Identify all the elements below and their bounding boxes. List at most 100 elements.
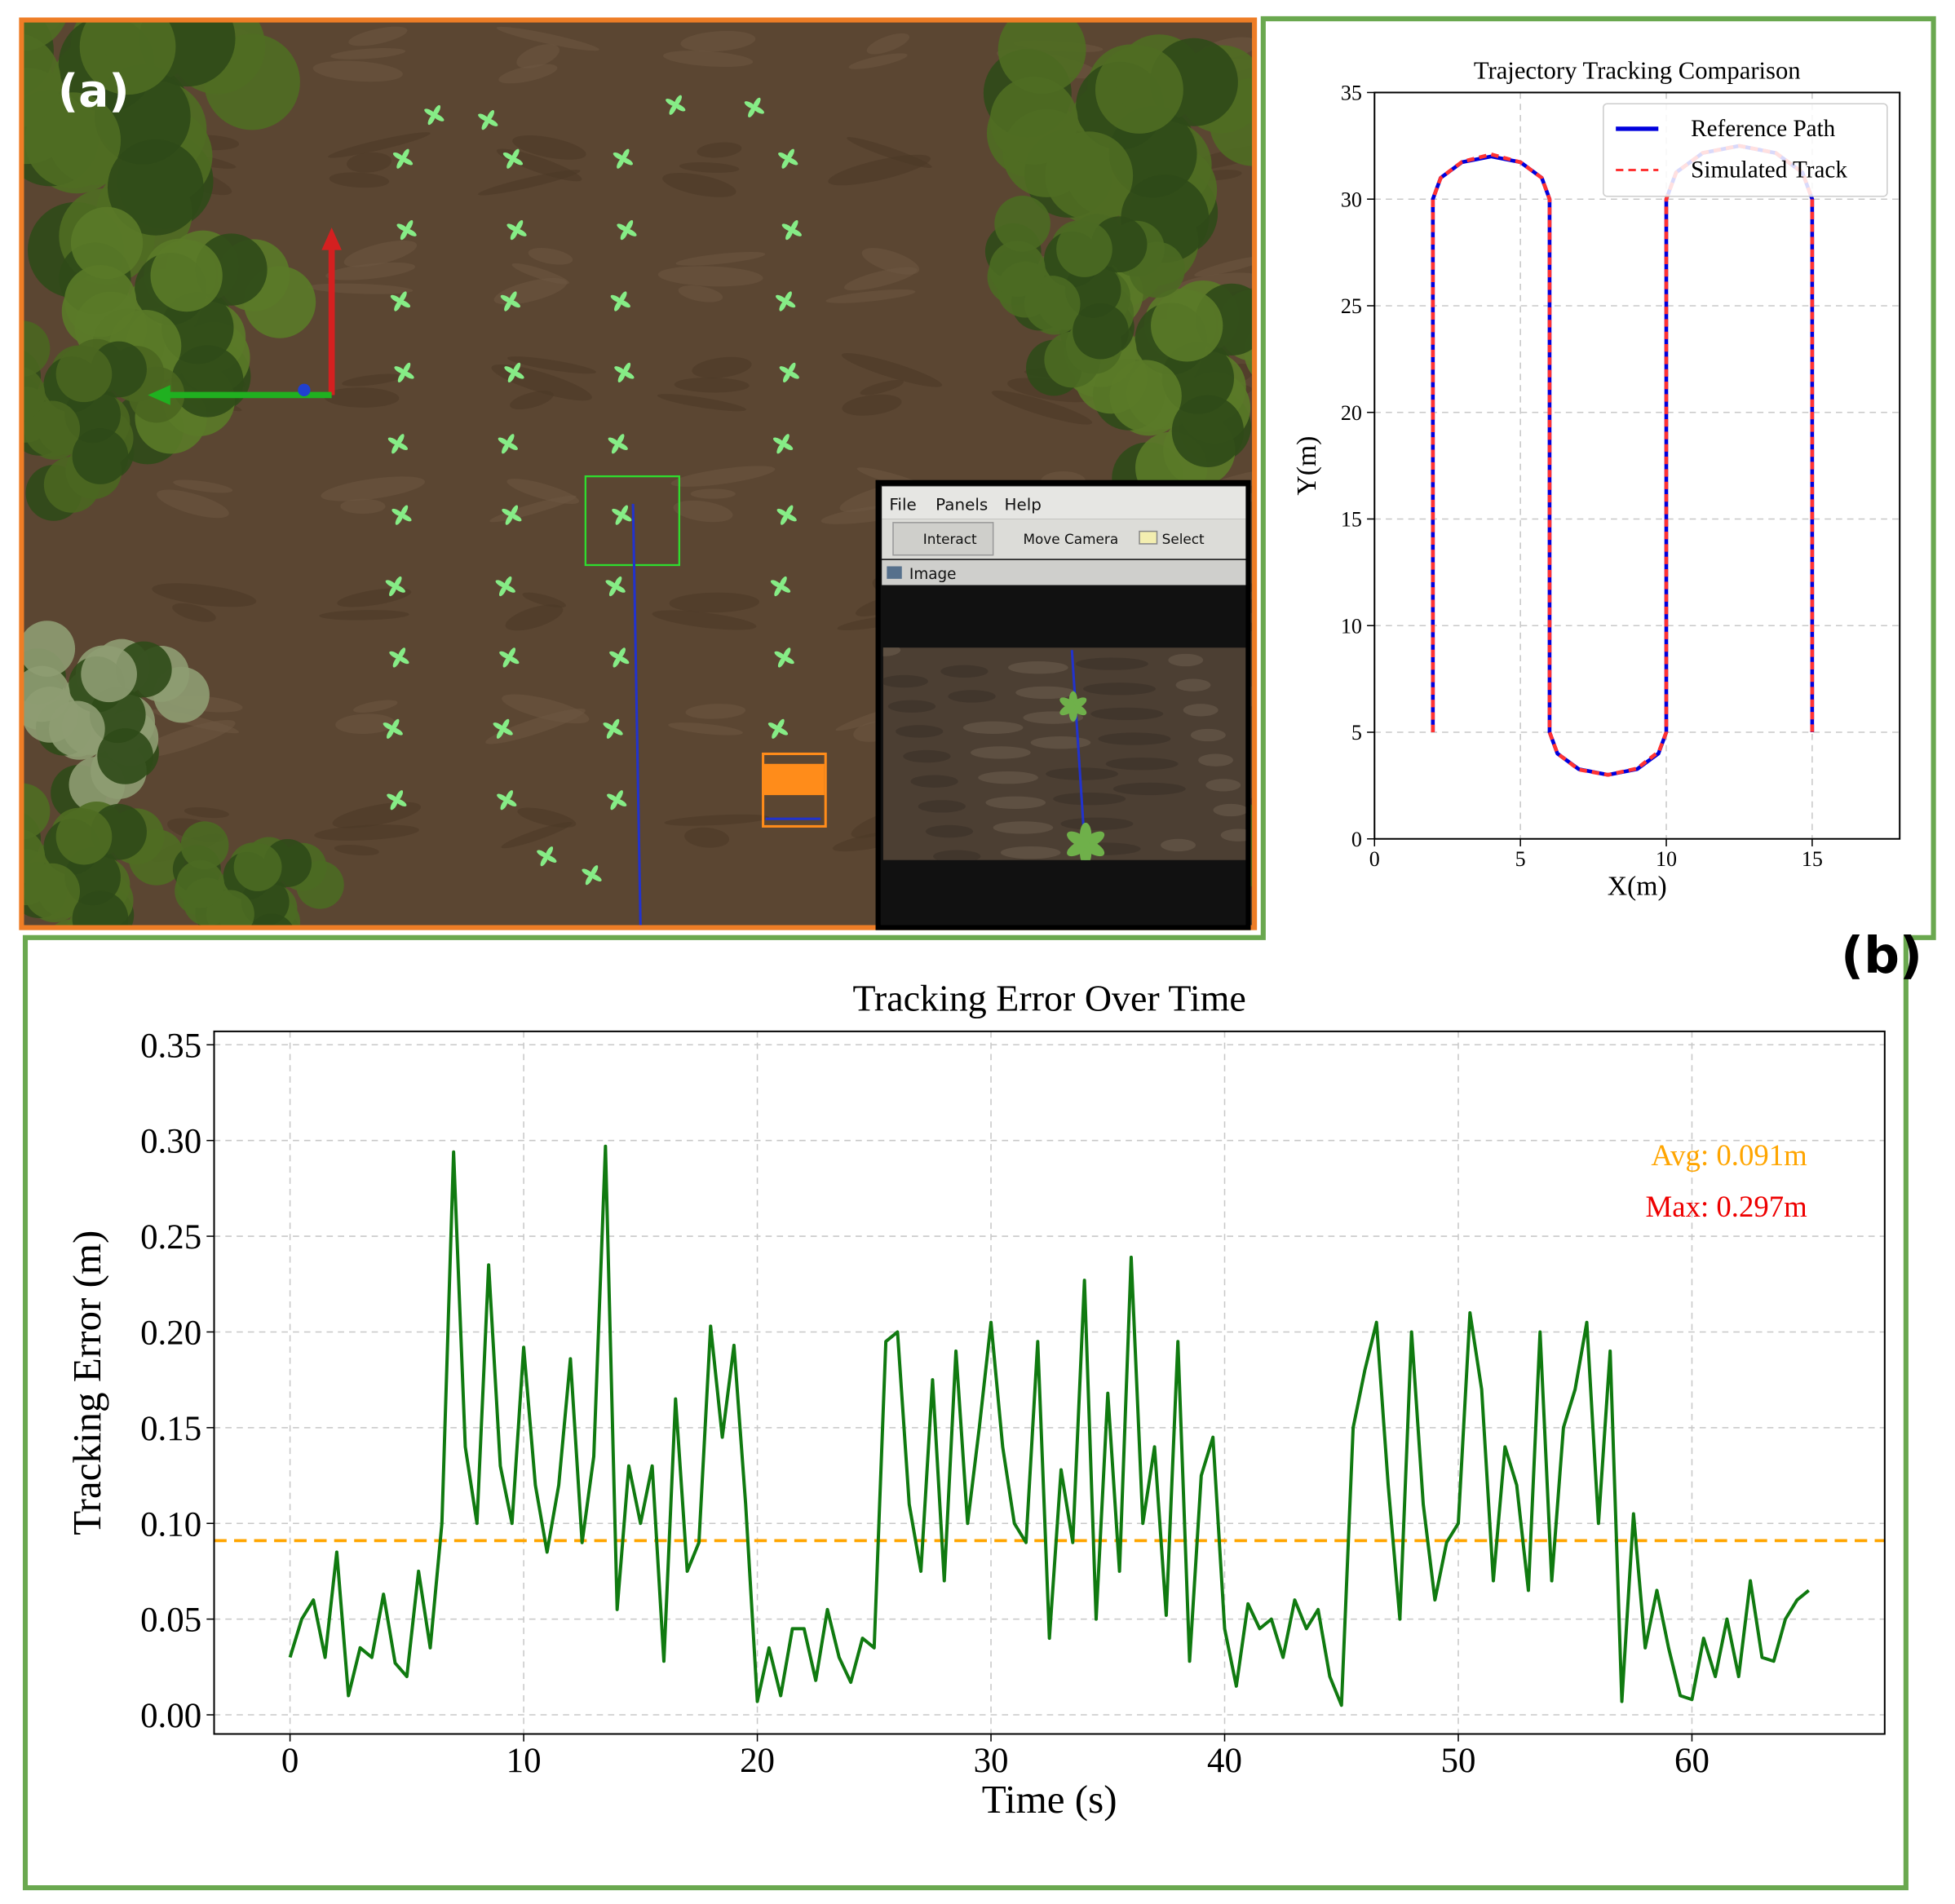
plot-area [1374, 92, 1900, 839]
line-chart: 0 5 10 15 0 5 10 15 20 25 30 35 Trajectory Tracking … [1292, 57, 1901, 902]
soil-texture [843, 267, 918, 291]
plant-leaf [785, 228, 794, 241]
y-tick-label: 0.00 [140, 1697, 201, 1735]
plant-leaf [776, 727, 789, 736]
menu-item[interactable]: Help [1004, 496, 1041, 515]
soil-texture [184, 806, 229, 819]
tree-foliage [24, 863, 81, 920]
plant-leaf [785, 514, 797, 522]
camera-texture [1030, 736, 1091, 749]
soil-texture [670, 466, 776, 487]
plant-leaf [390, 798, 398, 811]
tree-foliage [22, 621, 76, 677]
tree-foliage [48, 700, 105, 758]
plant-leaf [770, 580, 782, 588]
tree-foliage [1056, 221, 1112, 277]
plant-leaf [619, 299, 630, 308]
soil-texture [685, 704, 746, 719]
plant-leaf [786, 157, 798, 166]
soil-texture [860, 379, 904, 395]
plant-leaf [622, 362, 631, 374]
soil-texture [825, 289, 916, 303]
plant-leaf [389, 651, 400, 660]
soil-texture [485, 709, 586, 744]
tool-button[interactable]: Interact [923, 531, 977, 547]
tree-foliage [72, 428, 129, 484]
camera-texture [993, 821, 1054, 834]
camera-texture [933, 850, 981, 860]
camera-texture [1220, 828, 1246, 842]
y-tick-label: 0.15 [140, 1410, 201, 1448]
soil-texture [517, 807, 577, 828]
menu-item[interactable]: File [889, 496, 916, 515]
soil-texture [478, 170, 581, 196]
y-tick-label: 15 [1341, 508, 1362, 532]
plant-leaf [777, 656, 786, 668]
soil-texture [498, 64, 558, 84]
soil-texture [328, 132, 431, 158]
plant-leaf [744, 101, 756, 109]
plant-leaf [545, 846, 554, 858]
plot-frame [1373, 91, 1901, 840]
plant-leaf [617, 371, 626, 383]
camera-texture [1075, 657, 1148, 670]
plant-leaf [781, 223, 794, 232]
y-tick-label: 10 [1341, 614, 1362, 638]
plant-leaf [621, 157, 633, 166]
plant-leaf [394, 299, 402, 311]
tree-foliage [22, 665, 70, 722]
plant-leaf [783, 647, 791, 659]
panel-a-border [19, 17, 1258, 930]
plant-leaf [537, 850, 548, 858]
plant-leaf [666, 99, 677, 107]
plant-leaf [776, 508, 789, 517]
plant-leaf [784, 299, 796, 308]
x-tick-label: 5 [1515, 847, 1526, 871]
soil-texture [152, 583, 257, 607]
plant-leaf [395, 790, 404, 802]
plant-leaf [399, 291, 407, 303]
tree-foliage [989, 241, 1046, 298]
plant-leaf [784, 291, 792, 303]
camera-plant-leaf [1067, 831, 1090, 848]
camera-texture [1175, 678, 1211, 691]
tool-button[interactable]: Select [1162, 531, 1205, 547]
plant-leaf [767, 722, 780, 731]
simulation-view [22, 21, 1254, 927]
plant-leaf [545, 855, 557, 863]
plant-leaf [512, 362, 521, 374]
soil-texture [319, 610, 409, 621]
plant-leaf [779, 299, 787, 311]
plant-leaf [779, 585, 791, 593]
plant-leaf [507, 371, 516, 383]
soil-texture [330, 48, 405, 60]
x-tick-label: 0 [281, 1742, 299, 1780]
y-tick-label: 0.05 [140, 1601, 201, 1640]
camera-texture [1168, 653, 1204, 667]
camera-texture [1098, 732, 1171, 745]
x-tick-label: 0 [1369, 847, 1380, 871]
plant-leaf [394, 366, 406, 374]
y-tick-label: 30 [1341, 188, 1362, 211]
plant-leaf [790, 219, 798, 232]
tool-button[interactable]: Move Camera [1023, 531, 1118, 547]
plant-leaf [674, 104, 686, 112]
plant-leaf [391, 508, 403, 517]
plant-leaf [776, 294, 787, 303]
plant-leaf [396, 434, 405, 445]
plant-leaf [780, 514, 789, 525]
plant-leaf [620, 228, 629, 241]
legend-box [1603, 103, 1888, 197]
plant-leaf [390, 294, 402, 303]
plant-leaf [781, 157, 790, 169]
menu-item[interactable]: Panels [935, 496, 988, 515]
camera-texture [903, 749, 951, 763]
plant-leaf [481, 118, 489, 130]
soil-texture [506, 356, 596, 374]
soil-texture [668, 722, 743, 736]
soil-texture [657, 266, 763, 287]
camera-texture [1183, 704, 1219, 717]
tree-foliage [55, 346, 113, 403]
plant-leaf [486, 118, 498, 126]
x-tick-label: 50 [1441, 1742, 1476, 1780]
